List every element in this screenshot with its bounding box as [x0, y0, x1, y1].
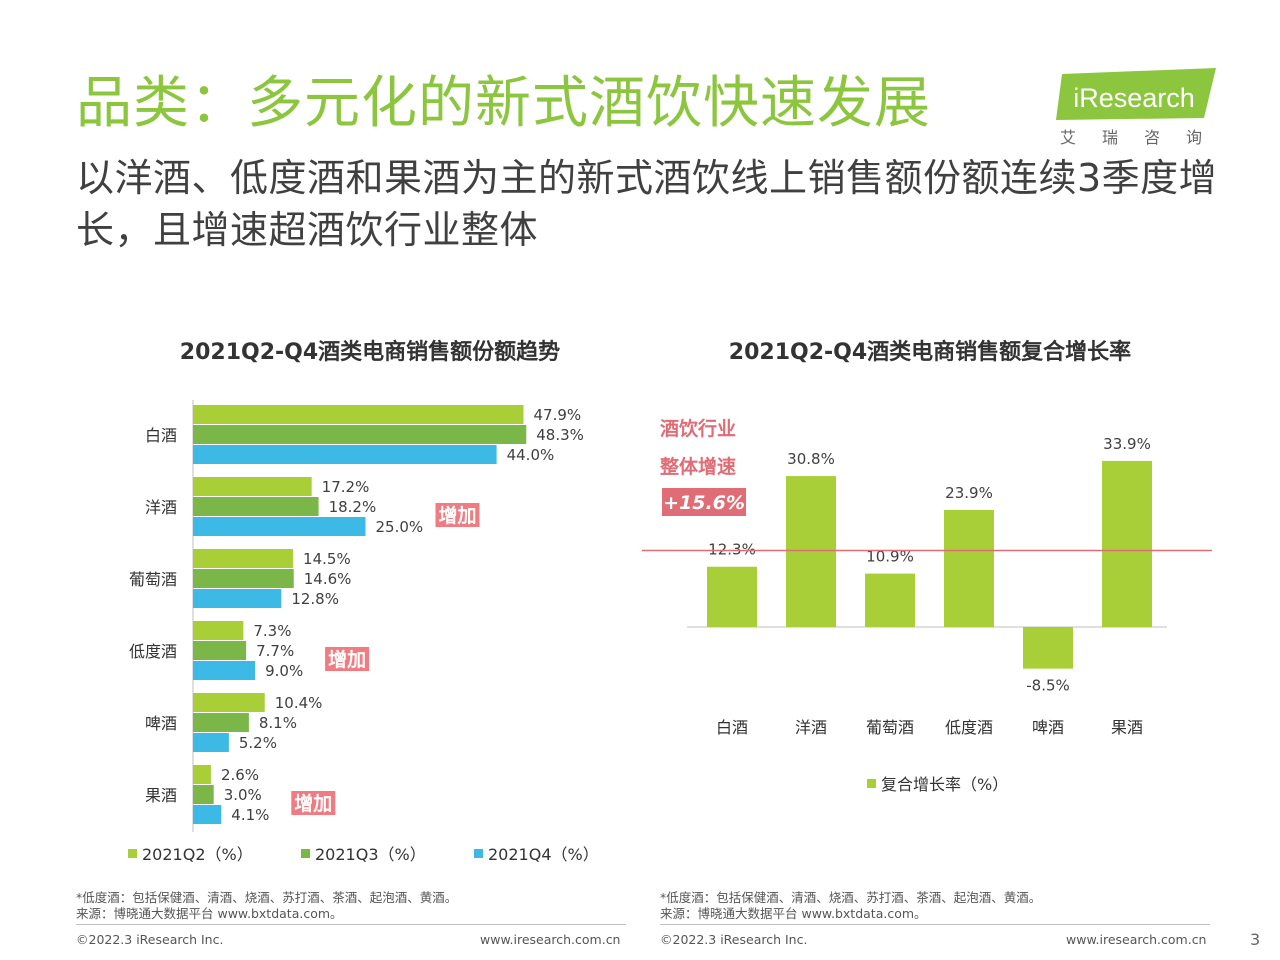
growth-rate-chart: 12.3% 白酒 30.8% 洋酒 10.9% 葡萄酒 23.9% 低度酒 -8.5% 啤酒 33.… [642, 417, 1212, 794]
chart2-legend-swatch [867, 779, 876, 788]
right-website: www.iresearch.com.cn [1066, 932, 1207, 947]
right-footnote: *低度酒：包括保健酒、清酒、烧酒、苏打酒、茶酒、起泡酒、黄酒。 [660, 890, 1042, 905]
chart2-title: 2021Q2-Q4酒类电商销售额复合增长率 [728, 340, 1132, 365]
chart2-bar [1102, 460, 1152, 627]
chart1-bar [193, 785, 214, 804]
left-footnote: *低度酒：包括保健酒、清酒、烧酒、苏打酒、茶酒、起泡酒、黄酒。 [76, 890, 458, 905]
chart1-data-label: 14.6% [304, 570, 352, 588]
chart1-annotation-box [435, 503, 480, 527]
left-divider [76, 924, 626, 925]
chart1-bar [193, 805, 222, 824]
chart1-category-label: 果酒 [145, 786, 177, 805]
chart2-category-label: 果酒 [1111, 718, 1143, 737]
chart1-data-label: 9.0% [265, 662, 303, 680]
left-copyright: ©2022.3 iResearch Inc. [76, 932, 224, 947]
chart1-category-label: 洋酒 [145, 498, 177, 517]
chart1-legend-swatch [474, 849, 483, 858]
right-source: 来源：博晓通大数据平台 www.bxtdata.com。 [660, 906, 927, 921]
chart1-bar [193, 405, 524, 424]
chart1-data-label: 10.4% [275, 694, 323, 712]
chart1-data-label: 7.3% [253, 622, 291, 640]
logo-text: iResearch [1073, 83, 1195, 113]
chart2-bar [1023, 627, 1073, 669]
chart1-bar [193, 733, 229, 752]
chart1-category-label: 白酒 [145, 426, 177, 445]
chart1-legend-label: 2021Q2（%） [142, 845, 253, 864]
chart2-bar [707, 566, 757, 627]
left-website: www.iresearch.com.cn [480, 932, 621, 947]
chart1-data-label: 2.6% [221, 766, 259, 784]
chart2-bar [786, 476, 836, 627]
chart1-legend-label: 2021Q3（%） [315, 845, 426, 864]
chart2-reference-label: 酒饮行业 [660, 417, 736, 440]
chart1-annotation-box [325, 647, 370, 671]
chart1-bar [193, 621, 244, 640]
chart1-data-label: 44.0% [507, 446, 555, 464]
chart2-reference-value: +15.6% [663, 492, 745, 514]
chart2-data-label: 23.9% [945, 484, 993, 502]
logo-cn: 艾瑞咨询 [1060, 128, 1229, 147]
chart1-bar [193, 517, 366, 536]
chart2-category-label: 啤酒 [1032, 718, 1064, 737]
chart2-category-label: 白酒 [716, 718, 748, 737]
chart1-data-label: 4.1% [231, 806, 269, 824]
chart1-bar [193, 641, 247, 660]
chart1-bar [193, 497, 319, 516]
chart2-category-label: 低度酒 [945, 718, 993, 737]
chart2-bar [944, 509, 994, 627]
chart2-data-label: 33.9% [1103, 435, 1151, 453]
chart2-category-label: 葡萄酒 [866, 718, 914, 737]
chart1-bar [193, 589, 282, 608]
chart2-data-label: 30.8% [787, 450, 835, 468]
right-divider [660, 924, 1210, 925]
chart1-category-label: 低度酒 [129, 642, 177, 661]
chart2-category-label: 洋酒 [795, 718, 827, 737]
page-number: 3 [1250, 930, 1261, 949]
chart1-annotation-label: 增加 [438, 504, 476, 527]
chart1-bar [193, 425, 527, 444]
chart1-data-label: 25.0% [376, 518, 424, 536]
chart1-data-label: 3.0% [224, 786, 262, 804]
chart1-data-label: 17.2% [322, 478, 370, 496]
chart1-annotation-label: 增加 [294, 792, 332, 815]
chart1-data-label: 12.8% [291, 590, 339, 608]
chart1-bar [193, 445, 497, 464]
page-subtitle: 以洋酒、低度酒和果酒为主的新式酒饮线上销售额份额连续3季度增长，且增速超酒饮行业… [76, 156, 1218, 252]
share-trend-chart: 白酒 47.9% 48.3% 44.0% 洋酒 17.2% 18.2% 25.0% 葡萄酒 14.… [128, 400, 599, 864]
chart1-annotation-box [291, 791, 336, 815]
chart2-reference-value-box [662, 488, 746, 516]
chart1-bar [193, 549, 294, 568]
chart1-legend-swatch [128, 849, 137, 858]
chart1-data-label: 18.2% [329, 498, 377, 516]
chart1-bar [193, 765, 211, 784]
page-title: 品类：多元化的新式酒饮快速发展 [76, 71, 931, 136]
right-copyright: ©2022.3 iResearch Inc. [660, 932, 808, 947]
chart2-data-label: -8.5% [1026, 677, 1070, 695]
chart1-legend-swatch [301, 849, 310, 858]
chart1-data-label: 7.7% [256, 642, 294, 660]
chart1-data-label: 14.5% [303, 550, 351, 568]
chart1-bar [193, 693, 265, 712]
chart1-category-label: 啤酒 [145, 714, 177, 733]
chart1-legend-label: 2021Q4（%） [488, 845, 599, 864]
chart1-data-label: 48.3% [536, 426, 584, 444]
chart1-category-label: 葡萄酒 [129, 570, 177, 589]
chart1-data-label: 47.9% [534, 406, 582, 424]
chart1-bar [193, 569, 294, 588]
chart1-bar [193, 713, 249, 732]
chart1-annotation-label: 增加 [328, 648, 366, 671]
chart1-bar [193, 661, 256, 680]
chart1-bar [193, 477, 312, 496]
left-source: 来源：博晓通大数据平台 www.bxtdata.com。 [76, 906, 343, 921]
chart1-data-label: 8.1% [259, 714, 297, 732]
chart2-legend-label: 复合增长率（%） [881, 775, 1008, 794]
chart1-data-label: 5.2% [239, 734, 277, 752]
chart1-title: 2021Q2-Q4酒类电商销售额份额趋势 [179, 340, 561, 365]
chart2-bar [865, 573, 915, 627]
logo-banner [1056, 68, 1216, 120]
iresearch-logo: iResearch 艾瑞咨询 [1056, 68, 1220, 148]
chart2-data-label: 10.9% [866, 548, 914, 566]
chart2-reference-label: 整体增速 [660, 455, 736, 478]
chart2-data-label: 12.3% [708, 541, 756, 559]
